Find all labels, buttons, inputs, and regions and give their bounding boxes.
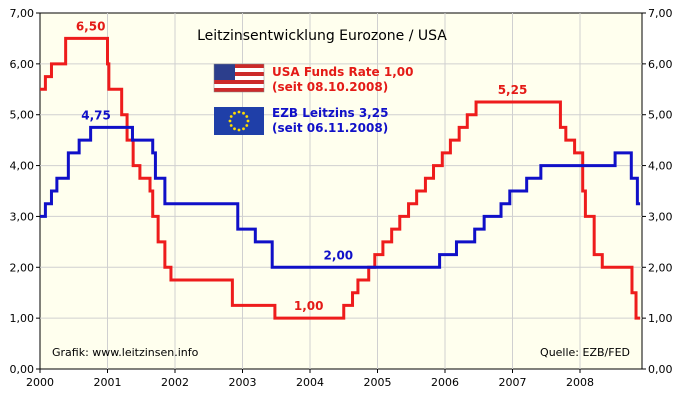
legend: USA Funds Rate 1,00 (seit 08.10.2008) EZ… [213, 63, 413, 135]
series-line-usa [40, 36, 641, 320]
flag-stripe [214, 80, 264, 84]
legend-us-line2: (seit 08.10.2008) [272, 80, 388, 94]
plot-background [39, 12, 643, 370]
tick-label-y-left: 4,00 [10, 160, 35, 173]
series-line-ezb [40, 125, 641, 269]
flag-star [228, 119, 232, 123]
tick-label-x: 2007 [499, 376, 527, 389]
tick-label-y-left: 3,00 [10, 210, 35, 223]
tick-label-y-right: 2,00 [648, 261, 673, 274]
legend-eu-line2: (seit 06.11.2008) [272, 121, 388, 135]
flag-star [242, 111, 245, 115]
tick-label-y-right: 4,00 [648, 160, 673, 173]
tick-label-x: 2001 [94, 376, 122, 389]
legend-eu-line1: EZB Leitzins 3,25 [272, 106, 388, 120]
value-label: 1,00 [294, 299, 324, 313]
tick-label-x: 2004 [296, 376, 324, 389]
tick-label-y-right: 7,00 [648, 7, 673, 20]
us-flag-icon [213, 63, 265, 93]
tick-label-y-left: 6,00 [10, 58, 35, 71]
tick-label-y-left: 5,00 [10, 109, 35, 122]
tick-label-x: 2000 [26, 376, 54, 389]
chart-title: Leitzinsentwicklung Eurozone / USA [197, 28, 447, 44]
flag-stripe [214, 64, 264, 68]
flag-star [229, 124, 233, 127]
tick-label-y-left: 2,00 [10, 261, 35, 274]
tick-label-y-right: 0,00 [648, 363, 673, 376]
flag-star [246, 119, 250, 123]
flag-stripe [214, 76, 264, 80]
flag-star [233, 127, 236, 131]
tick-label-x: 2006 [431, 376, 459, 389]
axis-ticks: 0,00 0,00 1,00 1,00 2,00 2,00 3,00 3,00 4,00 4,00… [10, 7, 673, 389]
value-label: 2,00 [324, 248, 354, 262]
flag-star [237, 128, 241, 132]
tick-label-x: 2008 [566, 376, 594, 389]
legend-us-line1: USA Funds Rate 1,00 [272, 65, 413, 79]
tick-label-x: 2003 [229, 376, 257, 389]
tick-label-y-left: 0,00 [10, 363, 35, 376]
flag-stripe [214, 84, 264, 88]
flag-star [245, 124, 249, 127]
flag-star [245, 115, 249, 118]
series-lines [40, 36, 641, 320]
tick-label-x: 2005 [364, 376, 392, 389]
tick-label-y-right: 1,00 [648, 312, 673, 325]
tick-label-y-right: 6,00 [648, 58, 673, 71]
tick-label-y-left: 7,00 [10, 7, 35, 20]
value-label: 4,75 [81, 108, 111, 122]
flag-canton [214, 64, 235, 80]
flag-star [242, 127, 245, 131]
flag-stripe [214, 72, 264, 76]
flag-stripe [214, 68, 264, 72]
flag-stripe [214, 88, 264, 92]
flag-border [213, 63, 265, 93]
tick-label-y-left: 1,00 [10, 312, 35, 325]
flag-star [237, 110, 241, 114]
value-annotations: 6,50 4,75 1,00 2,00 5,25 [76, 19, 527, 313]
tick-label-y-right: 5,00 [648, 109, 673, 122]
value-label: 5,25 [498, 83, 528, 97]
flag-star [233, 111, 236, 115]
tick-label-x: 2002 [161, 376, 189, 389]
footer-source: Quelle: EZB/FED [540, 346, 630, 359]
footer-credit: Grafik: www.leitzinsen.info [52, 346, 199, 359]
eu-flag-icon [214, 107, 264, 135]
value-label: 6,50 [76, 19, 106, 33]
tick-label-y-right: 3,00 [648, 210, 673, 223]
flag-star [229, 115, 233, 118]
